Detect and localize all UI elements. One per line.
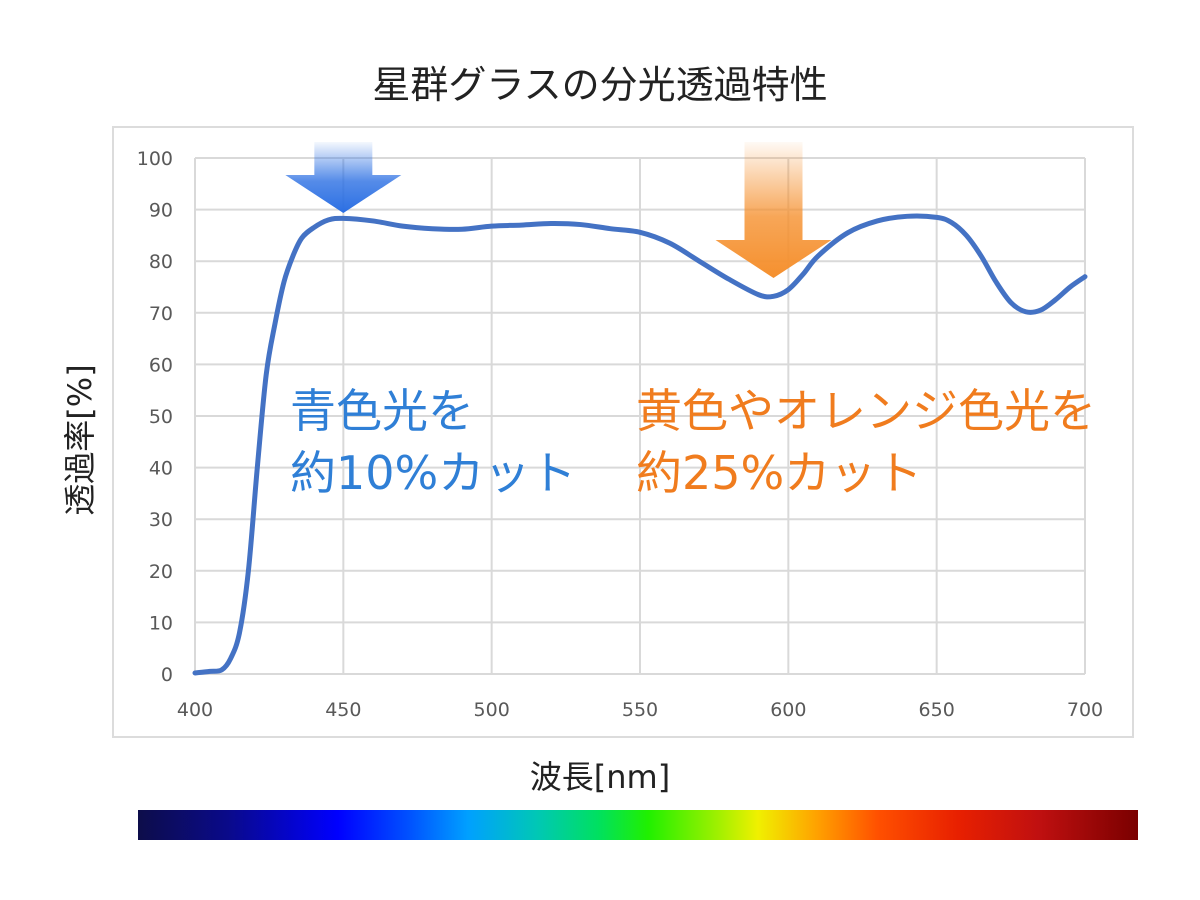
y-tick-label: 70: [149, 303, 173, 325]
visible-spectrum-bar: [138, 810, 1138, 840]
y-tick-label: 60: [149, 354, 173, 376]
x-axis-label: 波長[nm]: [529, 758, 671, 796]
y-tick-label: 40: [149, 458, 173, 480]
annotation-arrow: [285, 142, 402, 213]
y-tick-label: 90: [149, 200, 173, 222]
y-tick-label: 30: [149, 509, 173, 531]
x-tick-label: 500: [474, 699, 510, 721]
annotation-orange-cut: 黄色やオレンジ色光を 約25%カット: [636, 380, 1096, 504]
y-axis-label: 透過率[%]: [61, 364, 99, 516]
x-tick-label: 400: [177, 699, 213, 721]
x-tick-label: 450: [325, 699, 361, 721]
x-tick-label: 600: [770, 699, 806, 721]
chart-frame: [112, 126, 1134, 738]
x-tick-label: 700: [1067, 699, 1103, 721]
annotation-blue-line-1: 青色光を: [290, 384, 474, 438]
series-line-transmittance: [192, 213, 1088, 676]
annotation-orange-line-2: 約25%カット: [636, 446, 923, 500]
annotation-orange-line-1: 黄色やオレンジ色光を: [636, 384, 1096, 438]
annotation-blue-cut: 青色光を 約10%カット: [290, 380, 576, 504]
chart-title: 星群グラスの分光透過特性: [372, 63, 828, 107]
annotation-blue-line-2: 約10%カット: [290, 446, 577, 500]
y-tick-label: 20: [149, 561, 173, 583]
tick-labels: 0 10 20 30 40 50 60 70 80 90 100 400 450 500 550 600 650…: [137, 148, 1103, 721]
series-layer: [192, 213, 1088, 676]
y-tick-label: 0: [161, 664, 173, 686]
y-tick-label: 100: [137, 148, 173, 170]
y-tick-label: 80: [149, 251, 173, 273]
annotation-arrow: [715, 142, 832, 278]
x-tick-label: 550: [622, 699, 658, 721]
x-tick-label: 650: [919, 699, 955, 721]
y-tick-label: 10: [149, 612, 173, 634]
annotation-arrows: [285, 142, 832, 278]
y-tick-label: 50: [149, 406, 173, 428]
